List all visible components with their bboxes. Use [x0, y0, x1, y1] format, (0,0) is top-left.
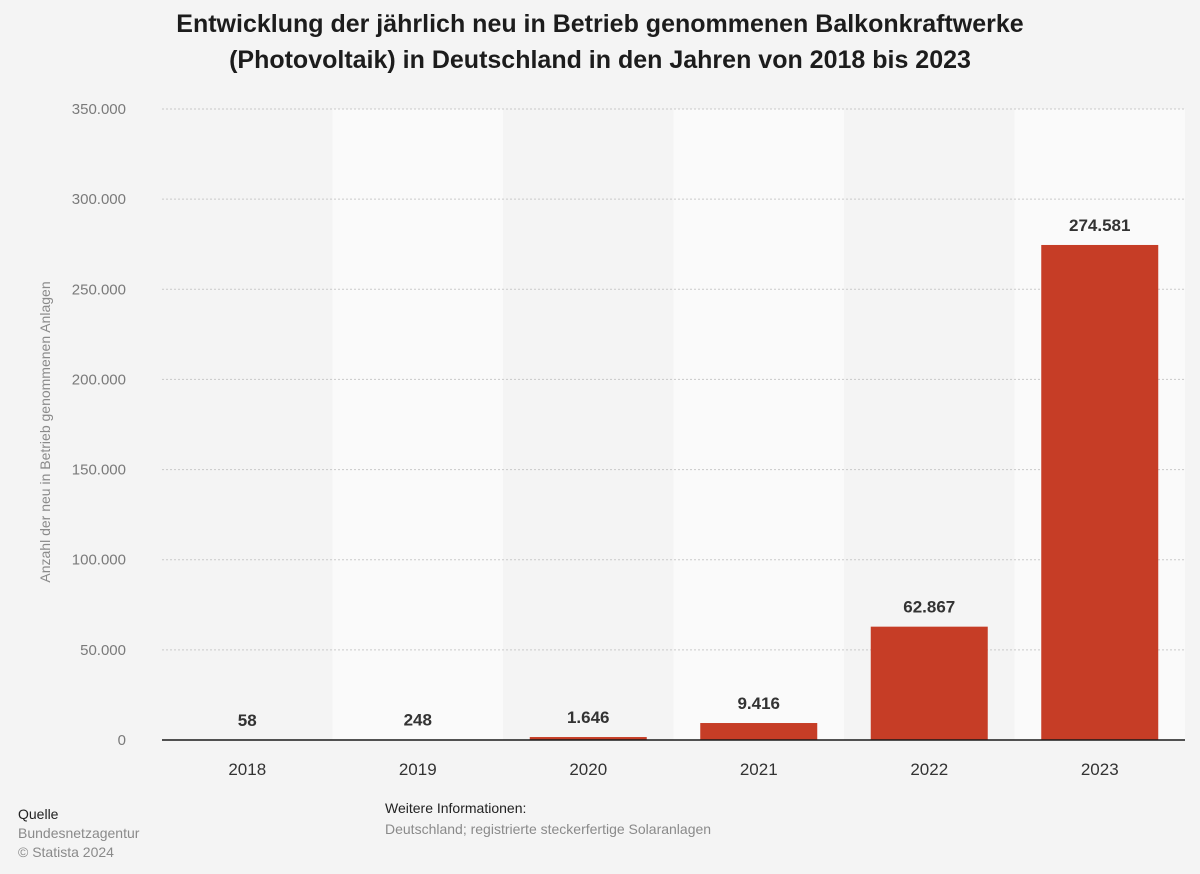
y-tick-label: 350.000: [72, 101, 126, 118]
value-label-2019: 248: [404, 711, 432, 730]
bar-2021: [700, 723, 818, 740]
column-band: [332, 109, 503, 740]
x-tick-label-2020: 2020: [569, 760, 607, 779]
column-band: [503, 109, 674, 740]
value-label-2023: 274.581: [1069, 216, 1130, 235]
column-band: [162, 109, 333, 740]
y-tick-label: 150.000: [72, 462, 126, 479]
chart-title-line2: (Photovoltaik) in Deutschland in den Jah…: [229, 46, 971, 74]
info-block: Weitere Informationen: Deutschland; regi…: [385, 798, 711, 840]
source-value: Bundesnetzagentur: [18, 825, 140, 841]
value-label-2022: 62.867: [903, 598, 955, 617]
y-tick-label: 100.000: [72, 552, 126, 569]
copyright: © Statista 2024: [18, 844, 114, 860]
x-tick-label-2019: 2019: [399, 760, 437, 779]
chart-title-line1: Entwicklung der jährlich neu in Betrieb …: [176, 10, 1024, 38]
y-tick-label: 0: [118, 732, 126, 749]
y-tick-label: 50.000: [80, 642, 126, 659]
bar-2023: [1041, 244, 1159, 741]
source-label: Quelle: [18, 806, 59, 822]
y-axis-title: Anzahl der neu in Betrieb genommenen Anl…: [37, 281, 53, 583]
info-label: Weitere Informationen:: [385, 800, 527, 816]
y-tick-label: 300.000: [72, 191, 126, 208]
info-value: Deutschland; registrierte steckerfertige…: [385, 821, 712, 837]
bar-2022: [870, 626, 988, 740]
value-label-2018: 58: [238, 711, 257, 730]
source-block: Quelle Bundesnetzagentur © Statista 2024: [18, 805, 139, 862]
x-tick-label-2023: 2023: [1081, 760, 1119, 779]
bar-2020: [529, 737, 647, 740]
x-tick-label-2021: 2021: [740, 760, 778, 779]
chart-title: Entwicklung der jährlich neu in Betrieb …: [100, 6, 1100, 78]
value-label-2020: 1.646: [567, 708, 610, 727]
x-tick-label-2022: 2022: [910, 760, 948, 779]
x-tick-label-2018: 2018: [228, 760, 266, 779]
y-tick-label: 200.000: [72, 371, 126, 388]
value-label-2021: 9.416: [737, 694, 780, 713]
y-tick-label: 250.000: [72, 281, 126, 298]
column-band: [673, 109, 844, 740]
